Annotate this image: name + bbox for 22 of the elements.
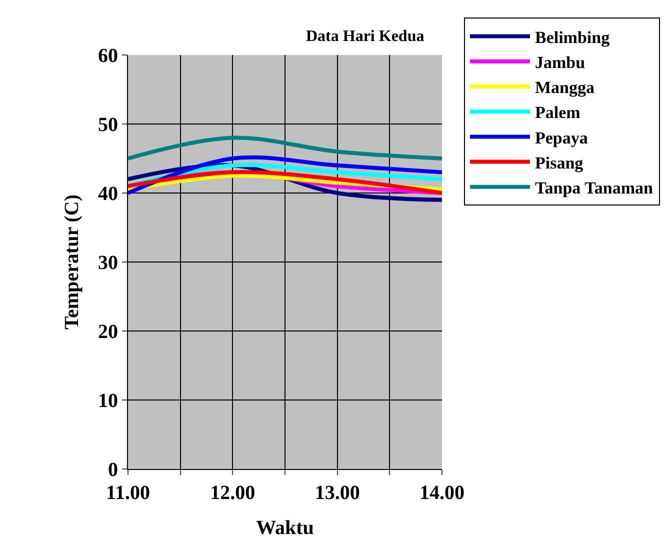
legend-label: Pepaya (534, 128, 588, 148)
x-axis-title: Waktu (256, 517, 314, 539)
y-tick-label: 30 (98, 252, 118, 274)
y-tick-label: 40 (98, 183, 118, 205)
y-axis-title: Temperatur (C) (61, 194, 83, 330)
x-tick-label: 12.00 (210, 482, 256, 504)
x-tick-label: 11.00 (106, 482, 150, 504)
y-tick-label: 20 (98, 321, 118, 343)
chart-title: Data Hari Kedua (306, 28, 424, 45)
legend-label: Tanpa Tanaman (534, 178, 654, 198)
y-tick-label: 50 (98, 114, 118, 136)
x-tick-label: 14.00 (420, 482, 464, 504)
line-series (128, 155, 442, 195)
legend-label: Palem (534, 103, 580, 122)
legend-label: Pisang (534, 153, 584, 172)
y-tick-label: 10 (98, 390, 118, 412)
y-tick-label: 60 (98, 45, 118, 67)
legend-label: Jambu (534, 53, 586, 72)
x-tick-label: 13.00 (314, 482, 360, 504)
legend-label: Mangga (534, 78, 595, 98)
y-tick-label: 0 (108, 459, 118, 481)
legend-label: Belimbing (534, 28, 610, 47)
